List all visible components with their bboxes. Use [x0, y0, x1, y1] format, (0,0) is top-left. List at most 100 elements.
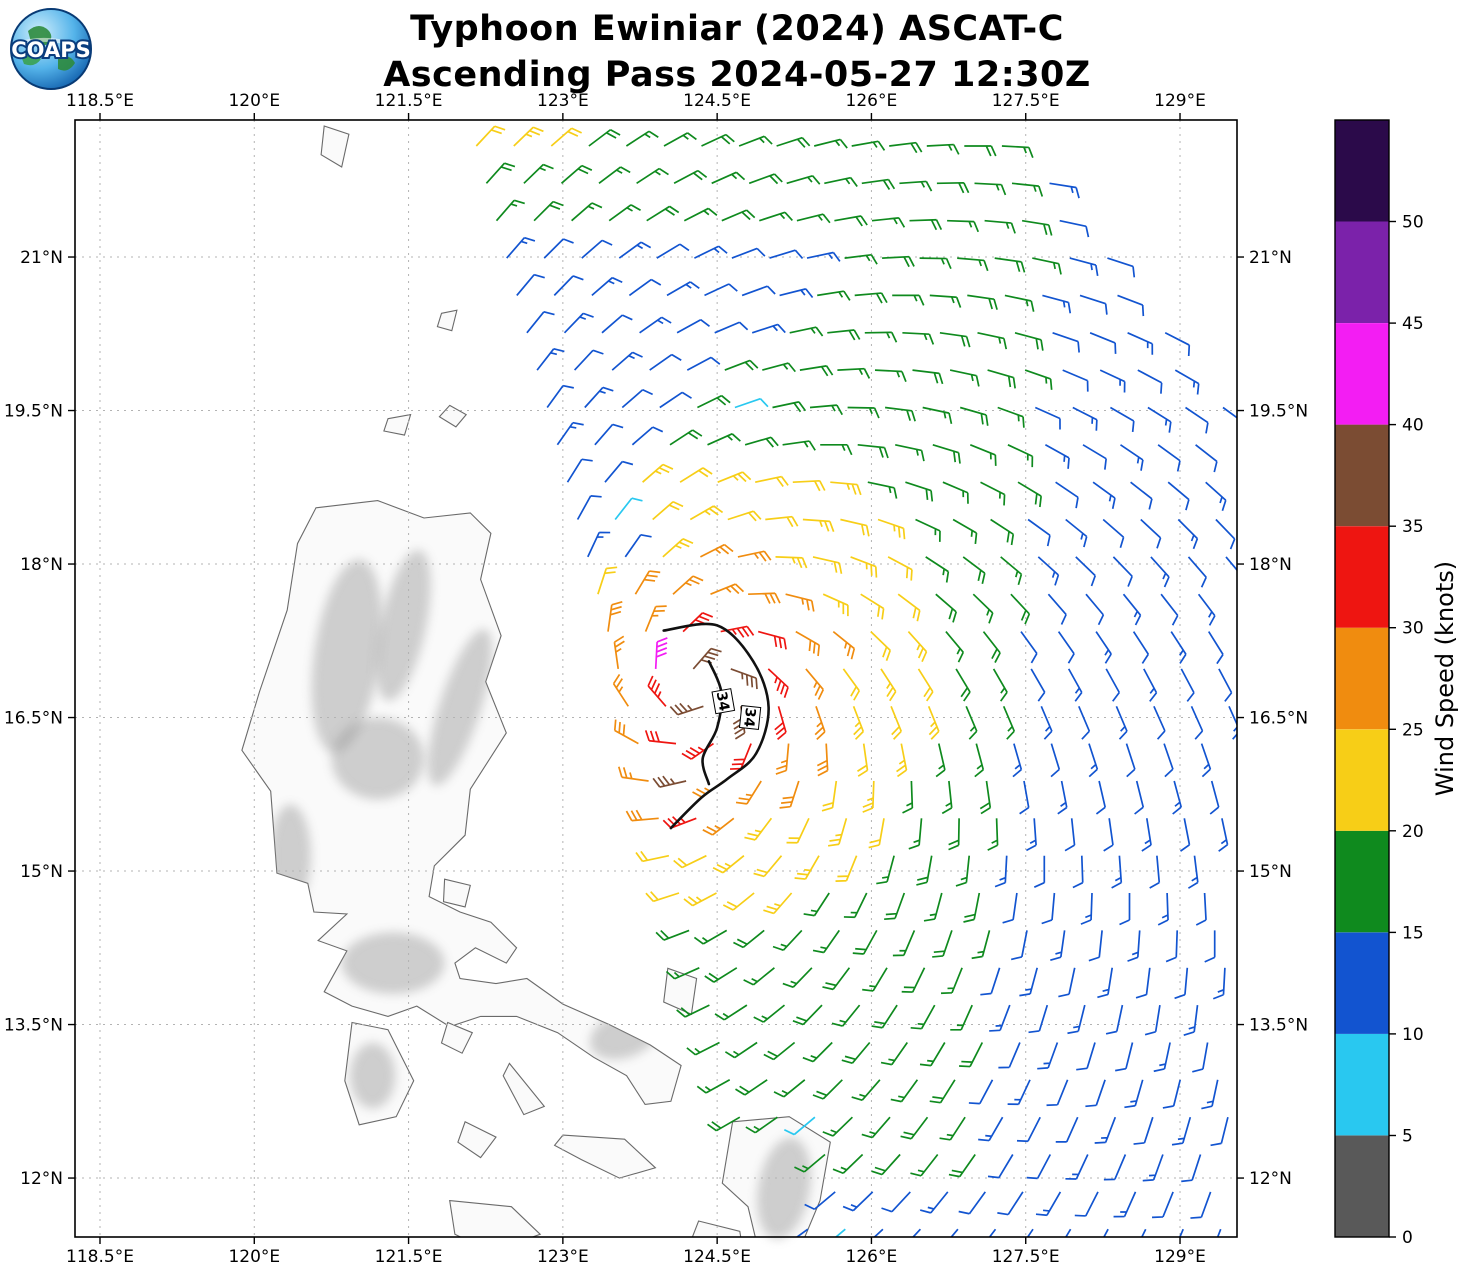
wind-barb [1035, 1191, 1062, 1217]
wind-barb [1167, 481, 1190, 511]
wind-barb [974, 182, 1007, 196]
wind-barb [744, 817, 773, 841]
wind-barb [731, 247, 766, 259]
wind-barb [1107, 257, 1136, 278]
wind-barb [704, 967, 738, 983]
wind-barb [1076, 1042, 1096, 1071]
colorbar-tick-label: 5 [1402, 1127, 1413, 1147]
wind-barb [779, 780, 800, 809]
wind-barb [614, 497, 643, 521]
wind-barb [734, 397, 769, 409]
wind-barb [941, 780, 953, 815]
wind-barb [733, 929, 765, 949]
plot-title-line1: Typhoon Ewiniar (2024) ASCAT-C [410, 9, 1064, 49]
colorbar-segment [1335, 526, 1389, 628]
wind-barb [566, 458, 593, 483]
wind-barb [1204, 930, 1216, 963]
wind-barb [597, 566, 618, 595]
wind-barb [978, 1116, 1004, 1142]
wind-barb [935, 743, 946, 778]
wind-barb [702, 817, 735, 836]
wind-barb [721, 209, 756, 222]
wind-barb [900, 1116, 929, 1140]
wind-barb [1027, 518, 1051, 547]
wind-barb [576, 495, 602, 520]
wind-barb [1181, 1154, 1202, 1183]
y-tick-label-left: 15°N [20, 862, 63, 882]
axis-labels: 118.5°E 118.5°E 120°E 120°E 121.5°E 121.5°E 12… [4, 91, 1308, 1264]
wind-barb [932, 443, 961, 464]
wind-barb [1200, 743, 1212, 778]
wind-barb [1185, 406, 1209, 434]
wind-barb [1052, 331, 1080, 353]
x-tick-label-top: 127.5°E [992, 91, 1060, 111]
y-tick-label-right: 12°N [1249, 1169, 1292, 1189]
logo-cloud-swirl-icon [15, 37, 86, 50]
wind-barb [1112, 556, 1133, 587]
wind-barb [735, 780, 762, 805]
wind-barb [1163, 743, 1174, 778]
wind-barb [804, 1191, 836, 1211]
wind-barb [1228, 705, 1237, 740]
wind-barb [847, 406, 880, 419]
wind-barb [840, 518, 870, 537]
wind-barb [887, 556, 913, 581]
wind-barb [1010, 593, 1031, 625]
wind-barb [1180, 668, 1195, 702]
wind-barb [907, 631, 928, 663]
wind-barb [821, 780, 838, 812]
colorbar-segment [1335, 323, 1389, 425]
colorbar-segment [1335, 1033, 1389, 1136]
wind-barb [1115, 1042, 1134, 1072]
wind-barb [1045, 1228, 1072, 1237]
wind-barb [796, 213, 831, 224]
wind-barb [802, 518, 835, 532]
wind-barb [639, 316, 672, 334]
y-tick-label-right: 19.5°N [1249, 402, 1308, 422]
wind-barb [850, 556, 878, 578]
wind-barb [927, 705, 940, 740]
wind-barb [827, 818, 848, 847]
wind-barb [1140, 518, 1162, 549]
wind-barb [1089, 332, 1117, 354]
wind-barb [1026, 1154, 1052, 1180]
wind-barb [1218, 668, 1233, 702]
wind-barb [1105, 1004, 1124, 1035]
colorbar-tick-label: 0 [1402, 1228, 1413, 1248]
colorbar-tick-label: 40 [1402, 416, 1424, 436]
wind-barb [714, 321, 749, 334]
wind-barb [613, 719, 639, 745]
wind-barb [1130, 481, 1153, 510]
terrain-blob [376, 550, 431, 701]
contour-34kt: 34 34 [662, 622, 770, 830]
wind-barb [868, 818, 885, 849]
wind-barb [950, 1004, 973, 1031]
wind-barb [965, 705, 978, 740]
wind-barb [714, 1004, 748, 1021]
wind-barb [1057, 631, 1075, 664]
wind-barb [964, 145, 997, 157]
wind-barb [617, 766, 649, 782]
wind-barb [919, 1191, 949, 1214]
wind-barb [1150, 556, 1170, 588]
wind-barb [495, 199, 525, 222]
wind-barb [663, 132, 697, 147]
wind-barb [803, 892, 830, 917]
wind-barb [959, 1042, 984, 1068]
wind-barb [929, 294, 962, 308]
wind-barb [647, 675, 667, 707]
wind-barb [998, 1042, 1021, 1069]
wind-barb [905, 481, 934, 502]
wind-barb [692, 647, 722, 670]
colorbar-title: Wind Speed (knots) [1431, 561, 1459, 796]
wind-barb [874, 369, 907, 383]
wind-barb [1047, 593, 1067, 625]
y-tick-label-right: 15°N [1249, 862, 1292, 882]
wind-barb [1069, 257, 1099, 277]
wind-barb [968, 1079, 994, 1105]
wind-barb [841, 1041, 871, 1065]
wind-barb [842, 1191, 874, 1212]
wind-barb [1030, 668, 1046, 702]
wind-barb [1190, 1191, 1212, 1219]
